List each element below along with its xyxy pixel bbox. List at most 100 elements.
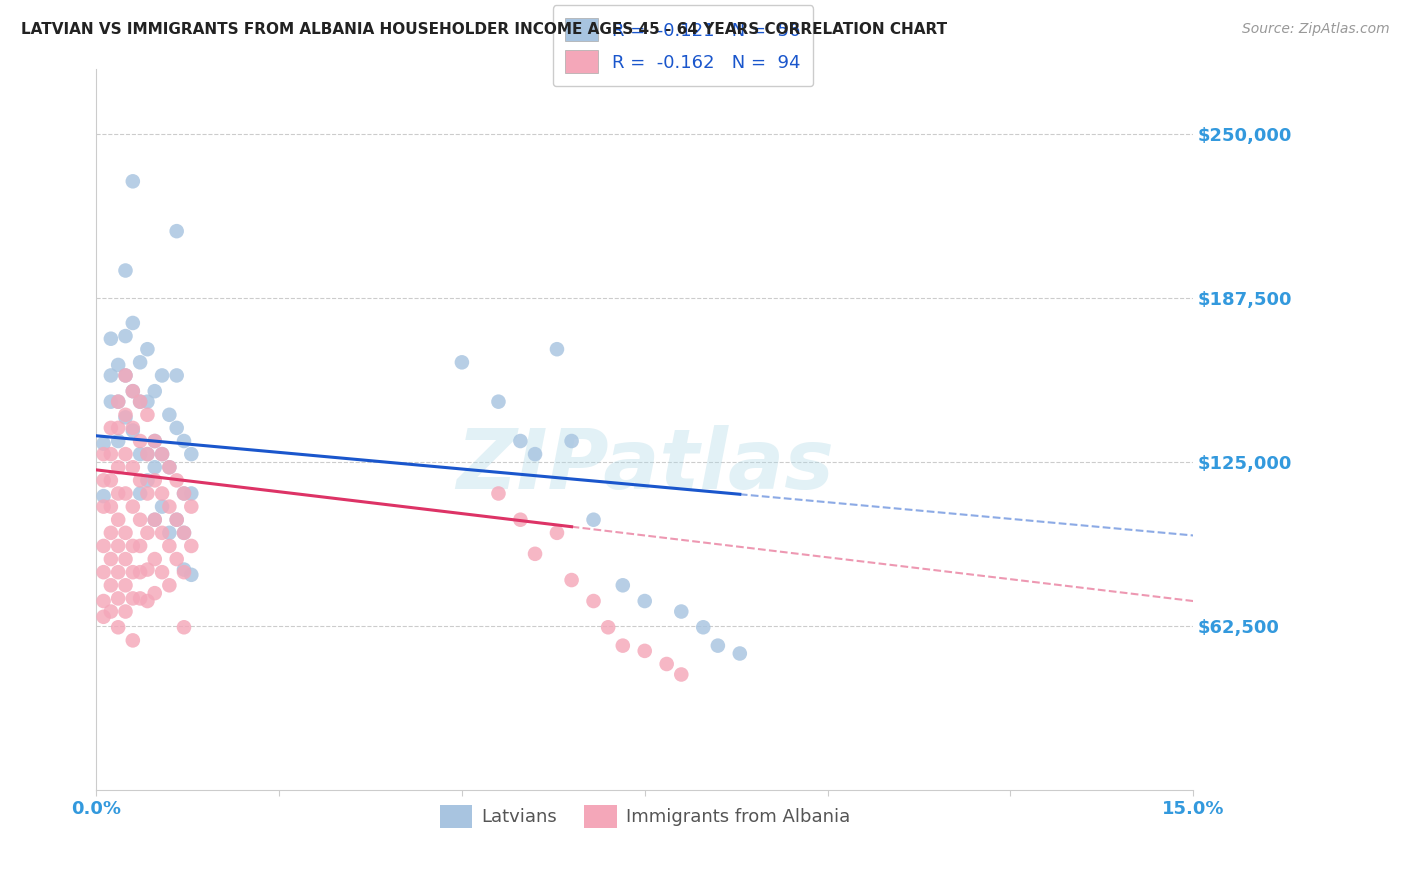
Point	[93, 474, 115, 488]
Point	[93, 539, 115, 553]
Point	[93, 500, 115, 514]
Point	[524, 547, 547, 561]
Point	[121, 500, 143, 514]
Point	[93, 436, 115, 450]
Point	[143, 552, 166, 566]
Point	[150, 565, 173, 579]
Point	[121, 539, 143, 553]
Point	[509, 513, 531, 527]
Point	[114, 447, 136, 461]
Point	[143, 434, 166, 448]
Point	[612, 578, 634, 592]
Point	[180, 539, 202, 553]
Point	[129, 565, 152, 579]
Point	[728, 647, 751, 661]
Point	[524, 447, 547, 461]
Point	[136, 447, 159, 461]
Point	[93, 489, 115, 503]
Point	[129, 474, 152, 488]
Point	[107, 358, 129, 372]
Point	[598, 620, 620, 634]
Point	[136, 594, 159, 608]
Point	[114, 368, 136, 383]
Point	[509, 434, 531, 448]
Point	[93, 565, 115, 579]
Point	[121, 384, 143, 399]
Point	[129, 591, 152, 606]
Point	[671, 667, 693, 681]
Point	[100, 368, 122, 383]
Point	[107, 620, 129, 634]
Point	[129, 539, 152, 553]
Point	[129, 434, 152, 448]
Point	[107, 591, 129, 606]
Point	[100, 578, 122, 592]
Point	[136, 447, 159, 461]
Point	[136, 408, 159, 422]
Point	[143, 460, 166, 475]
Point	[107, 539, 129, 553]
Point	[136, 342, 159, 356]
Point	[150, 500, 173, 514]
Point	[93, 609, 115, 624]
Point	[143, 474, 166, 488]
Point	[166, 421, 188, 435]
Point	[100, 474, 122, 488]
Point	[157, 460, 180, 475]
Point	[143, 513, 166, 527]
Point	[121, 424, 143, 438]
Point	[107, 460, 129, 475]
Point	[129, 513, 152, 527]
Point	[121, 565, 143, 579]
Point	[150, 525, 173, 540]
Point	[157, 408, 180, 422]
Point	[166, 513, 188, 527]
Point	[114, 410, 136, 425]
Point	[150, 368, 173, 383]
Point	[107, 394, 129, 409]
Text: Source: ZipAtlas.com: Source: ZipAtlas.com	[1241, 22, 1389, 37]
Point	[150, 447, 173, 461]
Point	[114, 408, 136, 422]
Point	[136, 486, 159, 500]
Point	[173, 486, 195, 500]
Point	[180, 567, 202, 582]
Point	[488, 394, 510, 409]
Point	[93, 594, 115, 608]
Point	[121, 591, 143, 606]
Point	[129, 447, 152, 461]
Point	[173, 434, 195, 448]
Point	[166, 474, 188, 488]
Point	[180, 486, 202, 500]
Point	[707, 639, 730, 653]
Point	[114, 486, 136, 500]
Point	[114, 329, 136, 343]
Point	[121, 460, 143, 475]
Point	[100, 394, 122, 409]
Point	[100, 447, 122, 461]
Point	[157, 578, 180, 592]
Point	[546, 342, 568, 356]
Point	[173, 525, 195, 540]
Point	[634, 644, 657, 658]
Point	[655, 657, 678, 671]
Point	[173, 486, 195, 500]
Point	[100, 605, 122, 619]
Point	[100, 500, 122, 514]
Point	[582, 513, 605, 527]
Point	[107, 565, 129, 579]
Point	[100, 525, 122, 540]
Point	[129, 394, 152, 409]
Point	[546, 525, 568, 540]
Point	[180, 500, 202, 514]
Point	[634, 594, 657, 608]
Point	[166, 513, 188, 527]
Point	[129, 355, 152, 369]
Point	[121, 421, 143, 435]
Point	[100, 332, 122, 346]
Point	[180, 447, 202, 461]
Point	[93, 447, 115, 461]
Point	[114, 578, 136, 592]
Point	[107, 434, 129, 448]
Point	[100, 552, 122, 566]
